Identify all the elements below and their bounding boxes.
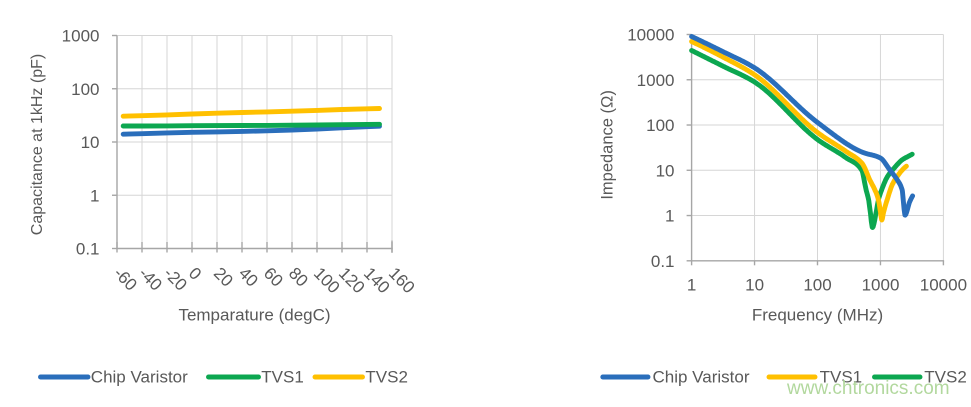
svg-text:1000: 1000 [862, 276, 900, 295]
svg-text:10000: 10000 [627, 26, 674, 45]
svg-text:TVS1: TVS1 [820, 368, 863, 387]
svg-text:100: 100 [646, 116, 674, 135]
svg-text:0.1: 0.1 [651, 252, 675, 271]
svg-text:TVS1: TVS1 [261, 368, 304, 387]
svg-text:1000: 1000 [637, 71, 675, 90]
svg-text:1000: 1000 [62, 27, 100, 46]
svg-text:10: 10 [81, 133, 100, 152]
svg-text:Temparature (degC): Temparature (degC) [178, 306, 330, 325]
svg-text:1: 1 [665, 207, 674, 226]
svg-text:TVS2: TVS2 [365, 368, 408, 387]
svg-text:www.chtronics.com: www.chtronics.com [786, 378, 950, 399]
svg-text:Impedance (Ω): Impedance (Ω) [599, 90, 617, 200]
svg-text:10: 10 [745, 276, 764, 295]
svg-text:Chip Varistor: Chip Varistor [653, 368, 750, 387]
svg-text:TVS2: TVS2 [924, 368, 967, 387]
svg-text:100: 100 [71, 80, 99, 99]
svg-text:1: 1 [90, 186, 99, 205]
svg-text:10: 10 [656, 161, 675, 180]
svg-text:0.1: 0.1 [76, 240, 100, 259]
svg-text:1: 1 [687, 276, 696, 295]
svg-text:10000: 10000 [920, 276, 967, 295]
svg-text:Capacitance at 1kHz (pF): Capacitance at 1kHz (pF) [29, 54, 46, 235]
svg-text:100: 100 [803, 276, 831, 295]
svg-text:Chip Varistor: Chip Varistor [91, 368, 188, 387]
svg-text:Frequency (MHz): Frequency (MHz) [752, 306, 883, 325]
